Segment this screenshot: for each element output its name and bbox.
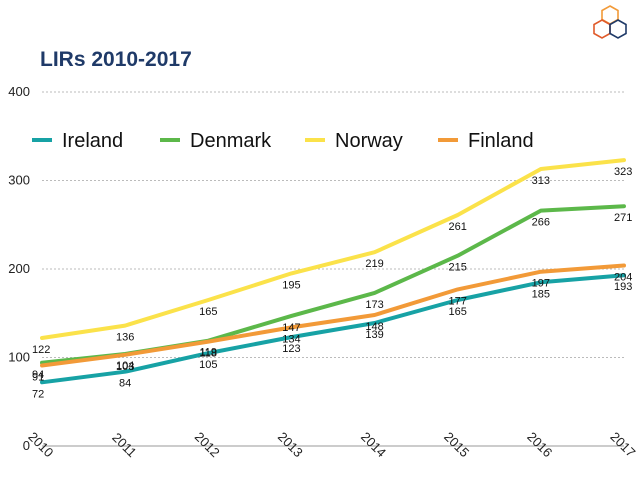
data-label: 103 xyxy=(116,361,134,373)
data-label: 139 xyxy=(365,329,383,341)
data-label: 165 xyxy=(199,306,217,318)
legend-item-norway: Norway xyxy=(305,130,403,152)
x-tick-label: 2017 xyxy=(607,429,638,460)
data-label: 323 xyxy=(614,166,632,178)
hexagon-logo-icon xyxy=(593,5,627,39)
y-tick-label: 400 xyxy=(8,84,30,99)
y-tick-label: 200 xyxy=(8,261,30,276)
x-tick-label: 2014 xyxy=(358,429,389,460)
series-lines xyxy=(40,158,626,385)
series-line-norway xyxy=(40,158,626,340)
data-label: 271 xyxy=(614,212,632,224)
data-label: 195 xyxy=(282,279,300,291)
y-tick-label: 100 xyxy=(8,350,30,365)
data-label: 147 xyxy=(282,322,300,334)
data-label: 91 xyxy=(32,371,44,383)
x-tick-label: 2015 xyxy=(441,429,472,460)
legend-label: Ireland xyxy=(62,130,123,152)
data-label: 94 xyxy=(32,369,44,381)
x-tick-label: 2012 xyxy=(192,429,223,460)
grid-lines xyxy=(42,91,624,447)
data-label: 134 xyxy=(282,333,300,345)
data-label: 185 xyxy=(532,288,550,300)
series-line-finland xyxy=(40,263,626,368)
data-label: 313 xyxy=(532,175,550,187)
y-tick-label: 300 xyxy=(8,173,30,188)
data-label: 165 xyxy=(449,306,467,318)
legend-label: Finland xyxy=(468,130,534,152)
data-label: 118 xyxy=(200,348,218,360)
data-label: 123 xyxy=(282,343,300,355)
y-axis-ticks: 0 100 200 300 400 xyxy=(8,84,30,453)
data-label: 119 xyxy=(200,347,218,359)
x-tick-label: 2013 xyxy=(275,429,306,460)
data-label: 177 xyxy=(449,295,467,307)
series-line-ireland xyxy=(40,273,626,385)
data-label: 261 xyxy=(449,221,467,233)
legend-label: Denmark xyxy=(190,130,272,152)
data-label: 122 xyxy=(32,344,50,356)
legend-item-finland: Finland xyxy=(438,130,534,152)
legend-item-denmark: Denmark xyxy=(160,130,272,152)
data-label: 72 xyxy=(32,388,44,400)
data-labels: 72 84 105 123 139 165 185 193 94 104 119 147 173 215 2… xyxy=(32,166,632,400)
data-label: 104 xyxy=(116,360,134,372)
legend-item-ireland: Ireland xyxy=(32,130,123,152)
data-label: 266 xyxy=(532,217,550,229)
data-label: 197 xyxy=(532,278,550,290)
data-label: 136 xyxy=(116,332,134,344)
data-label: 148 xyxy=(365,321,383,333)
y-tick-label: 0 xyxy=(23,438,30,453)
data-label: 105 xyxy=(199,359,217,371)
x-tick-label: 2011 xyxy=(109,430,139,460)
x-tick-label: 2016 xyxy=(524,429,555,460)
legend-label: Norway xyxy=(335,130,403,152)
x-tick-label: 2010 xyxy=(25,429,56,460)
chart-title: LIRs 2010-2017 xyxy=(40,48,192,71)
data-label: 173 xyxy=(365,299,383,311)
x-axis-ticks: 2010 2011 2012 2013 2014 2015 2016 2017 xyxy=(25,429,638,460)
data-label: 84 xyxy=(119,378,131,390)
data-label: 193 xyxy=(614,281,632,293)
data-label: 219 xyxy=(365,258,383,270)
legend: Ireland Denmark Norway Finland xyxy=(32,130,534,152)
data-label: 215 xyxy=(449,262,467,274)
data-label: 204 xyxy=(614,271,632,283)
